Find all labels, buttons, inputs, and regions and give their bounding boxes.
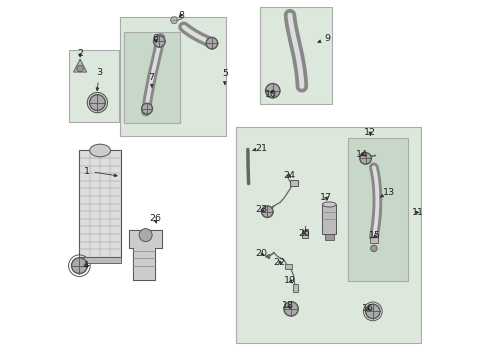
Text: 14: 14 bbox=[356, 150, 368, 158]
Text: 24: 24 bbox=[283, 171, 295, 180]
Bar bbox=[322, 204, 336, 234]
Ellipse shape bbox=[322, 202, 336, 207]
Bar bbox=[79, 257, 121, 263]
Circle shape bbox=[142, 103, 152, 114]
Bar bbox=[302, 230, 308, 238]
Text: 4: 4 bbox=[83, 261, 89, 270]
Circle shape bbox=[90, 95, 105, 111]
Polygon shape bbox=[171, 17, 178, 23]
Text: 5: 5 bbox=[222, 69, 228, 85]
Circle shape bbox=[266, 84, 280, 98]
Text: 16: 16 bbox=[362, 304, 374, 313]
Text: 10: 10 bbox=[265, 90, 277, 99]
Circle shape bbox=[360, 153, 371, 164]
Text: 18: 18 bbox=[282, 302, 294, 310]
Bar bbox=[370, 237, 378, 243]
Circle shape bbox=[370, 245, 377, 252]
Bar bbox=[325, 234, 334, 240]
Text: 21: 21 bbox=[252, 144, 267, 153]
Polygon shape bbox=[74, 59, 87, 72]
Text: 7: 7 bbox=[148, 73, 154, 87]
Text: 20: 20 bbox=[255, 249, 267, 258]
Text: 6: 6 bbox=[153, 34, 159, 43]
Circle shape bbox=[72, 258, 87, 274]
Text: 17: 17 bbox=[320, 193, 332, 202]
Text: 26: 26 bbox=[149, 214, 161, 223]
Circle shape bbox=[77, 65, 83, 72]
Bar bbox=[348, 138, 409, 281]
Bar bbox=[69, 50, 119, 122]
Text: 15: 15 bbox=[369, 231, 381, 240]
Bar bbox=[285, 264, 292, 269]
Text: 19: 19 bbox=[284, 276, 296, 284]
Bar bbox=[260, 7, 332, 104]
Text: 8: 8 bbox=[178, 10, 184, 19]
Circle shape bbox=[153, 36, 165, 47]
Ellipse shape bbox=[90, 144, 110, 157]
Circle shape bbox=[262, 206, 273, 217]
Text: 23: 23 bbox=[255, 205, 267, 214]
Bar bbox=[79, 150, 121, 257]
Bar bbox=[293, 284, 298, 292]
Bar bbox=[120, 17, 226, 136]
Circle shape bbox=[366, 304, 380, 319]
Polygon shape bbox=[129, 230, 162, 280]
Bar bbox=[290, 180, 297, 186]
Text: 22: 22 bbox=[273, 258, 285, 266]
Circle shape bbox=[284, 302, 298, 316]
Text: 13: 13 bbox=[380, 188, 395, 197]
Text: 3: 3 bbox=[96, 68, 102, 91]
Bar bbox=[236, 127, 421, 343]
Text: 12: 12 bbox=[364, 128, 376, 137]
Circle shape bbox=[206, 37, 218, 49]
Text: 9: 9 bbox=[318, 34, 331, 43]
Text: 1: 1 bbox=[84, 166, 117, 177]
Text: 25: 25 bbox=[298, 229, 310, 238]
Circle shape bbox=[139, 229, 152, 242]
Bar bbox=[124, 32, 180, 123]
Text: 11: 11 bbox=[412, 208, 424, 217]
Text: 2: 2 bbox=[77, 49, 83, 58]
